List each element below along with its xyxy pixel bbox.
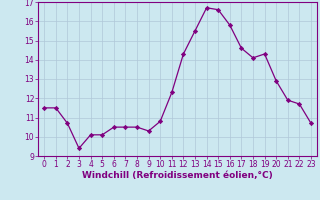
X-axis label: Windchill (Refroidissement éolien,°C): Windchill (Refroidissement éolien,°C)	[82, 171, 273, 180]
